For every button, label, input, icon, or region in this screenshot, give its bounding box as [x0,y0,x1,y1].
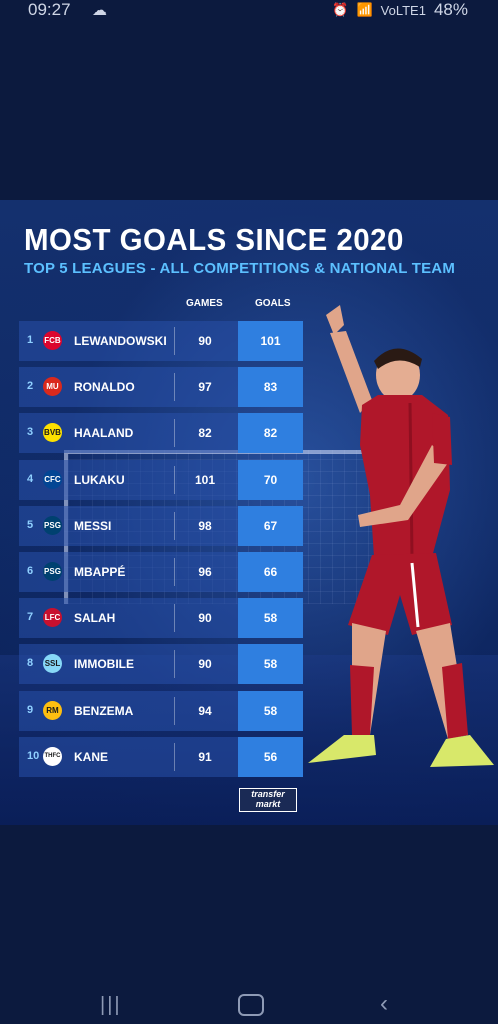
player-name: IMMOBILE [74,657,134,672]
goals-value: 58 [238,644,303,685]
cloud-sun-icon: ☁ [92,2,107,19]
rank: 7 [27,611,34,624]
games-value: 96 [198,565,212,579]
back-icon[interactable]: ‹ [380,990,388,1017]
games-value: 90 [198,334,212,348]
divider [174,465,175,494]
games-value: 98 [198,518,212,533]
table-row: 4 CFC LUKAKU 101 70 [19,459,303,500]
player-name: HAALAND [74,426,134,441]
goals-value: 70 [238,459,303,500]
divider [174,419,175,448]
divider [174,742,175,771]
table-row: 9 RM BENZEMA 94 58 [19,690,303,731]
goals-value: 67 [238,505,303,546]
games-value: 90 [198,611,212,626]
infographic-image: MOST GOALS SINCE 2020 TOP 5 LEAGUES - AL… [0,200,498,825]
logo-line-1: transfer [251,789,285,799]
recent-apps-icon[interactable]: ||| [100,994,122,1016]
goals-value: 82 [238,413,303,454]
divider [174,511,175,540]
games-value: 97 [198,380,212,395]
divider [174,373,175,402]
goals-value: 56 [238,736,303,777]
rank: 4 [27,472,34,485]
games-value: 90 [198,657,212,672]
player-name: MBAPPÉ [74,565,126,579]
divider [174,558,175,586]
battery-level: 48% [433,0,468,19]
table-row: 10 THFC KANE 91 56 [19,736,303,777]
club-crest-icon: LFC [43,608,62,628]
club-crest-icon: THFC [43,746,62,766]
logo-line-2: markt [255,799,281,809]
infographic-title: MOST GOALS SINCE 2020 [24,222,404,257]
player-name: MESSI [74,518,112,533]
network-label: VoLTE1 [380,2,426,18]
column-games-header: GAMES [186,298,223,309]
column-goals-header: GOALS [255,298,291,309]
games-value: 101 [194,472,216,487]
club-crest-icon: FCB [43,331,62,350]
table-row: 7 LFC SALAH 90 58 [19,598,303,639]
status-time: 09:27 [28,0,71,19]
divider [174,650,175,679]
rank: 3 [27,426,34,439]
player-name: RONALDO [74,380,135,395]
rank: 10 [27,749,40,762]
club-crest-icon: BVB [43,423,62,443]
player-name: LEWANDOWSKI [74,334,167,348]
wifi-icon: 📶 [356,2,373,17]
infographic-subtitle: TOP 5 LEAGUES - ALL COMPETITIONS & NATIO… [24,260,456,277]
table-row: 5 PSG MESSI 98 67 [19,505,303,546]
rank: 1 [27,334,34,346]
club-crest-icon: RM [43,700,62,720]
transfermarkt-logo: transfer markt [239,788,297,812]
player-figure [308,305,494,767]
goals-value: 58 [238,598,303,639]
table-row: 3 BVB HAALAND 82 82 [19,413,303,454]
rank: 8 [27,657,34,670]
status-icons: ⏰ 📶 VoLTE1 48% [332,0,468,20]
player-name: BENZEMA [74,703,134,718]
games-value: 82 [198,426,212,441]
goals-value: 101 [238,321,303,361]
divider [174,327,175,355]
divider [174,696,175,725]
club-crest-icon: PSG [43,562,62,581]
club-crest-icon: PSG [43,515,62,535]
club-crest-icon: MU [43,377,62,397]
table-row: 2 MU RONALDO 97 83 [19,367,303,408]
home-icon[interactable] [238,994,264,1016]
goals-value: 66 [238,552,303,592]
player-name: KANE [74,749,109,764]
club-crest-icon: SSL [43,654,62,674]
rank: 2 [27,380,34,393]
navigation-bar: ||| ‹ [0,980,498,1024]
rank: 9 [27,703,34,716]
rank: 6 [27,565,34,577]
rank: 5 [27,518,34,531]
alarm-icon: ⏰ [332,2,349,17]
divider [174,604,175,633]
table-row: 1 FCB LEWANDOWSKI 90 101 [19,321,303,361]
games-value: 91 [198,749,212,764]
club-crest-icon: CFC [43,469,62,489]
status-bar: 09:27 ☁ ⏰ 📶 VoLTE1 48% [0,0,498,24]
goals-value: 58 [238,690,303,731]
table-row: 8 SSL IMMOBILE 90 58 [19,644,303,685]
player-name: LUKAKU [74,472,125,487]
table-row: 6 PSG MBAPPÉ 96 66 [19,552,303,592]
player-name: SALAH [74,611,116,626]
goals-value: 83 [238,367,303,408]
games-value: 94 [198,703,212,718]
